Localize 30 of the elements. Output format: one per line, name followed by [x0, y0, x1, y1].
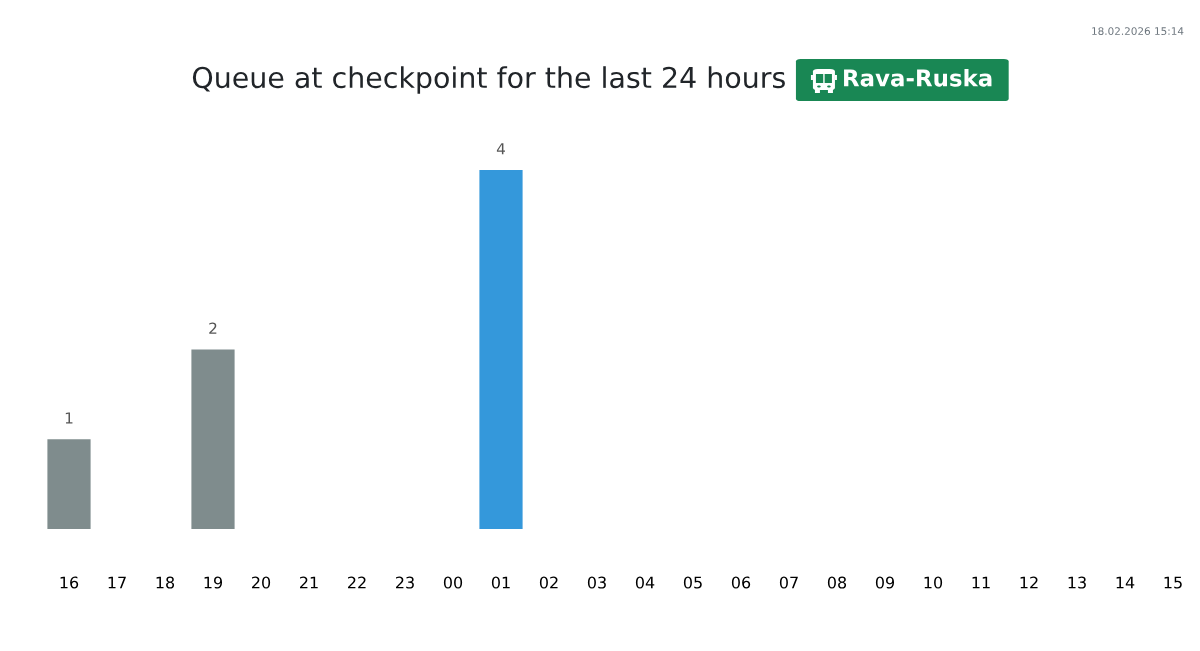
chart-subtitle: Rava-Ruska — [844, 68, 992, 87]
x-tick-label: 03 — [587, 576, 606, 589]
x-tick-label: 20 — [252, 576, 271, 589]
x-tick-label: 10 — [924, 576, 943, 589]
x-tick-label: 12 — [1020, 576, 1038, 589]
data-label: 4 — [496, 143, 505, 155]
x-tick-label: 13 — [1068, 576, 1086, 589]
x-tick-label: 16 — [60, 576, 79, 589]
x-tick-label: 14 — [1116, 576, 1135, 589]
x-tick-label: 23 — [396, 576, 414, 589]
x-tick-label: 05 — [683, 576, 702, 589]
text: 18.02.2026 15:14 — [1092, 27, 1184, 36]
x-tick-label: 00 — [443, 576, 463, 589]
x-tick-label: 02 — [539, 576, 558, 589]
x-tick-label: 19 — [204, 576, 223, 589]
x-tick-label: 11 — [972, 576, 990, 589]
x-tick-label: 08 — [827, 576, 847, 589]
x-tick-label: 21 — [300, 576, 318, 589]
x-tick-label: 22 — [348, 576, 366, 589]
x-tick-label: 15 — [1164, 576, 1182, 589]
data-label: 1 — [65, 412, 73, 424]
x-tick-label: 07 — [779, 576, 798, 589]
x-tick-label: 06 — [731, 576, 751, 589]
x-tick-label: 18 — [156, 576, 175, 589]
x-tick-label: 04 — [635, 576, 655, 589]
chart-title: Queue at checkpoint for the last 24 hours — [192, 66, 785, 94]
x-tick-label: 01 — [491, 576, 510, 589]
x-tick-label: 09 — [875, 576, 895, 589]
x-tick-label: 17 — [108, 576, 126, 589]
data-label: 2 — [209, 322, 217, 334]
